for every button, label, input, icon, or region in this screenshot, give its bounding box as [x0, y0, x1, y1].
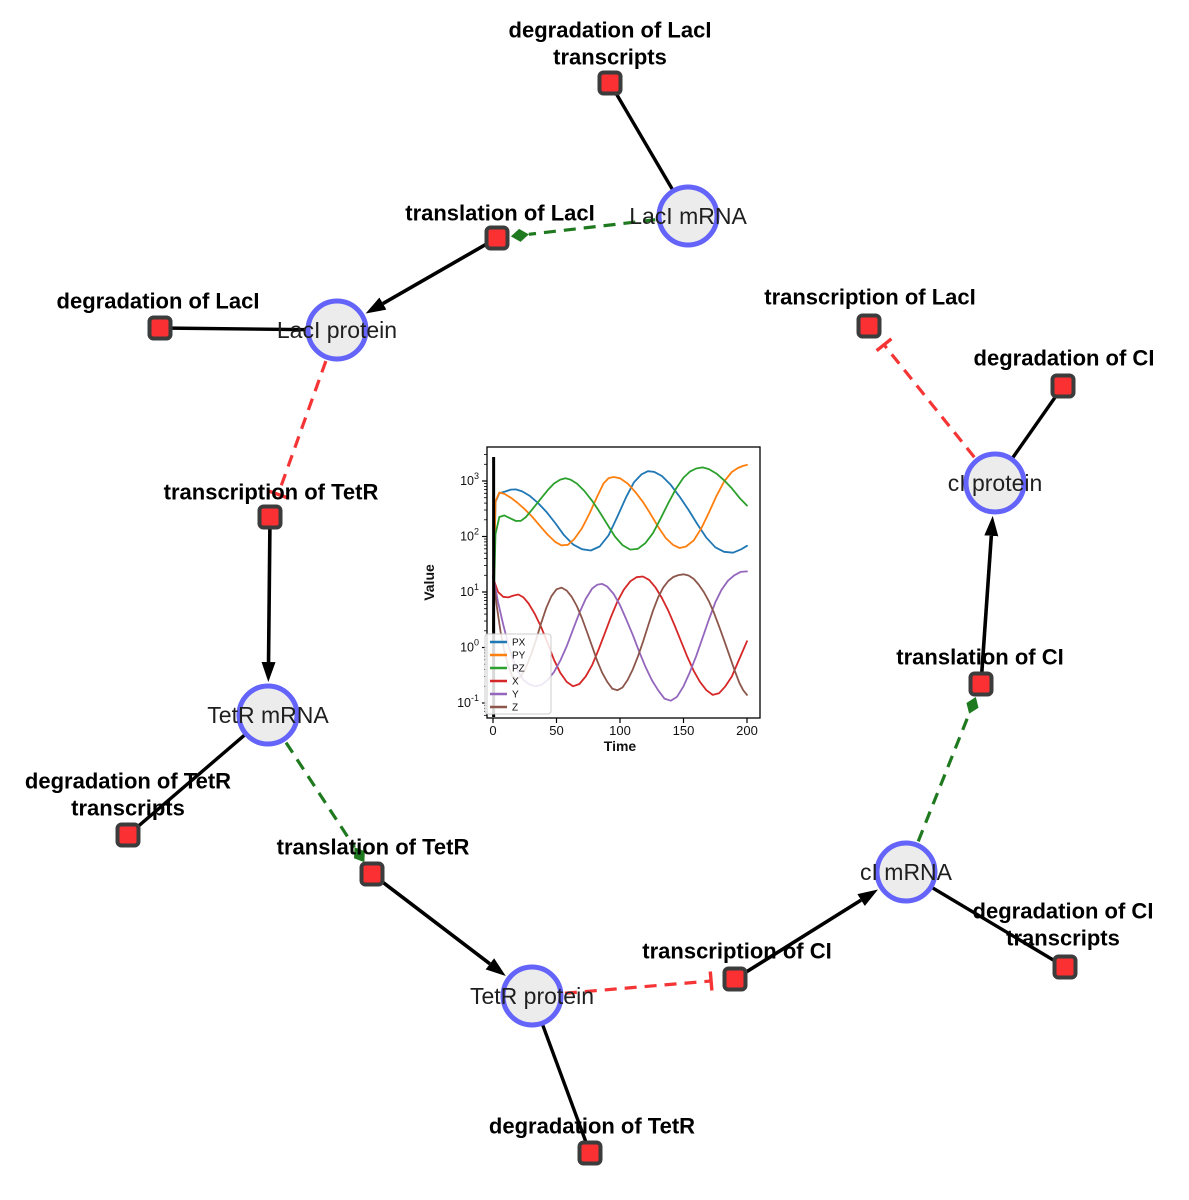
- legend-label-Y: Y: [512, 690, 519, 701]
- reaction-label-degradation-ci: degradation of CI: [974, 346, 1155, 371]
- inhibition-tbar-icon: [268, 489, 288, 500]
- species-label-tetr-mrna: TetR mRNA: [207, 702, 329, 728]
- series-line-PZ: [492, 466, 748, 632]
- species-node-tetr-protein: [500, 964, 564, 1028]
- reaction-label-degradation-tetr-transcripts: degradation of TetR: [25, 769, 231, 794]
- reaction-label-degradation-laci-transcripts-line2: transcripts: [553, 45, 667, 70]
- edge-modifier-ci-mrna-to-translation-ci: [916, 697, 979, 842]
- reaction-label-degradation-laci-transcripts: degradation of LacI: [509, 18, 712, 43]
- species-node-ci-protein: [963, 451, 1027, 515]
- chart-series-layer: [492, 457, 748, 717]
- reaction-node-transcription-ci: [722, 966, 748, 992]
- legend-label-PZ: PZ: [512, 664, 525, 675]
- chart-legend: PX PY PZ XYZ: [484, 633, 552, 715]
- reaction-node-degradation-laci-transcripts: [597, 70, 623, 96]
- species-label-laci-mrna: LacI mRNA: [629, 203, 747, 229]
- x-tick-label: 50: [549, 723, 563, 738]
- x-axis-title: Time: [604, 738, 637, 754]
- reaction-label-degradation-tetr: degradation of TetR: [489, 1114, 695, 1139]
- edge-inhibition-tetr-protein-to-transcription-ci: [564, 979, 712, 995]
- species-label-laci-protein: LacI protein: [277, 317, 397, 343]
- reaction-label-translation-laci: translation of LacI: [405, 201, 594, 226]
- reaction-node-degradation-tetr: [577, 1140, 603, 1166]
- reaction-label-transcription-laci: transcription of LacI: [764, 285, 975, 310]
- reaction-label-translation-ci: translation of CI: [896, 645, 1063, 670]
- reaction-node-degradation-tetr-transcripts: [115, 822, 141, 848]
- series-line-PY: [492, 464, 748, 632]
- edge-production-translation-tetr-to-tetr-protein: [370, 872, 506, 976]
- species-node-laci-mrna: [656, 184, 720, 248]
- x-tick-label: 200: [736, 723, 758, 738]
- reaction-node-translation-laci: [484, 225, 510, 251]
- edge-modifier-laci-mrna-to-translation-laci: [510, 218, 656, 242]
- labels-layer: degradation of LacItranscriptstranslatio…: [25, 18, 1155, 1139]
- reaction-label-degradation-ci-transcripts-line2: transcripts: [1006, 926, 1120, 951]
- y-axis-title: Value: [421, 564, 437, 601]
- timecourse-chart: 0 50 100 150 20010310210110010-1TimeValuePXP…: [421, 446, 761, 754]
- reaction-label-degradation-tetr-transcripts-line2: transcripts: [71, 796, 185, 821]
- reaction-label-translation-tetr: translation of TetR: [277, 835, 470, 860]
- reaction-node-degradation-laci: [147, 315, 173, 341]
- edge-production-transcription-tetr-to-tetr-mrna: [261, 516, 276, 683]
- edge-production-translation-laci-to-laci-protein: [365, 236, 498, 314]
- y-tick-label: 101: [460, 582, 479, 599]
- edge-production-translation-ci-to-ci-protein: [979, 515, 999, 685]
- edge-modifier-tetr-mrna-to-translation-tetr: [284, 741, 365, 863]
- reaction-nodes-layer: [115, 70, 1078, 1166]
- inhibition-tbar-icon: [708, 971, 714, 991]
- legend-label-Z: Z: [512, 703, 518, 714]
- species-node-ci-mrna: [874, 840, 938, 904]
- species-label-ci-mrna: cI mRNA: [860, 859, 953, 885]
- reaction-label-degradation-laci: degradation of LacI: [57, 289, 260, 314]
- x-tick-label: 150: [673, 723, 695, 738]
- reaction-node-transcription-tetr: [257, 504, 283, 530]
- inhibition-tbar-icon: [875, 337, 893, 352]
- x-tick-label: 100: [609, 723, 631, 738]
- species-label-tetr-protein: TetR protein: [470, 983, 594, 1009]
- reaction-node-transcription-laci: [856, 313, 882, 339]
- y-tick-label: 103: [460, 471, 479, 488]
- legend-label-PX: PX: [512, 638, 526, 649]
- edge-production-transcription-ci-to-ci-mrna: [734, 889, 879, 981]
- edge-inhibition-laci-protein-to-transcription-tetr: [276, 360, 328, 495]
- reaction-node-degradation-ci: [1050, 373, 1076, 399]
- x-tick-label: 0: [489, 723, 496, 738]
- reaction-label-degradation-ci-transcripts: degradation of CI: [973, 899, 1154, 924]
- reaction-label-transcription-tetr: transcription of TetR: [164, 480, 379, 505]
- y-tick-label: 100: [460, 638, 479, 655]
- legend-label-X: X: [512, 677, 519, 688]
- species-label-ci-protein: cI protein: [948, 470, 1043, 496]
- reaction-label-transcription-ci: transcription of CI: [642, 939, 831, 964]
- species-nodes-layer: [236, 184, 1027, 1028]
- edge-inhibition-ci-protein-to-transcription-laci: [882, 343, 976, 459]
- y-tick-label: 10-1: [457, 693, 479, 710]
- species-node-laci-protein: [305, 298, 369, 362]
- reaction-node-degradation-ci-transcripts: [1052, 954, 1078, 980]
- species-node-tetr-mrna: [236, 683, 300, 747]
- reaction-node-translation-ci: [968, 671, 994, 697]
- reaction-node-translation-tetr: [359, 861, 385, 887]
- y-tick-label: 102: [460, 527, 479, 544]
- series-line-PX: [492, 470, 748, 632]
- legend-label-PY: PY: [512, 651, 526, 662]
